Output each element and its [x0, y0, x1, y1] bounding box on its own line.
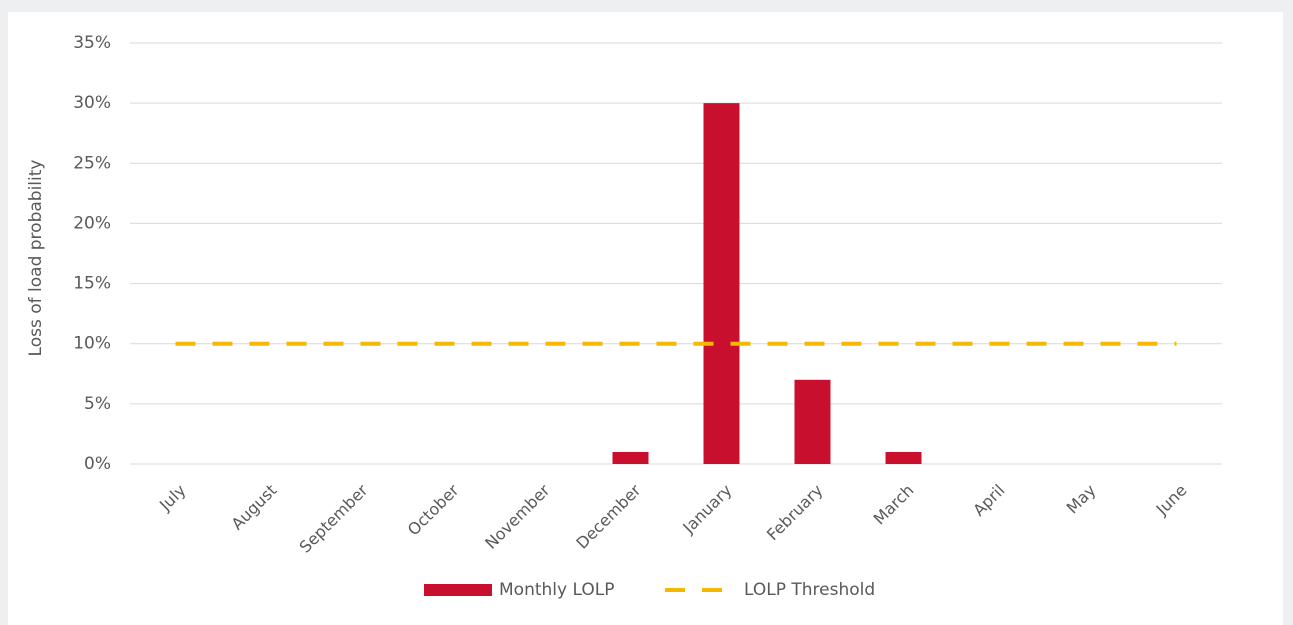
- y-tick-label: 20%: [73, 213, 111, 233]
- legend-label: Monthly LOLP: [499, 580, 614, 600]
- y-tick-label: 30%: [73, 93, 111, 113]
- bar: [885, 451, 922, 464]
- y-tick-label: 5%: [84, 394, 111, 414]
- y-tick-label: 35%: [73, 33, 111, 53]
- bar: [612, 451, 649, 464]
- bar: [703, 103, 740, 465]
- chart-panel: [8, 12, 1283, 625]
- y-tick-label: 0%: [84, 454, 111, 474]
- y-axis-title: Loss of load probability: [26, 160, 46, 357]
- bar: [794, 379, 831, 464]
- y-tick-label: 10%: [73, 334, 111, 354]
- y-tick-label: 25%: [73, 153, 111, 173]
- y-tick-label: 15%: [73, 274, 111, 294]
- legend-swatch: [424, 584, 492, 596]
- legend-label: LOLP Threshold: [744, 580, 875, 600]
